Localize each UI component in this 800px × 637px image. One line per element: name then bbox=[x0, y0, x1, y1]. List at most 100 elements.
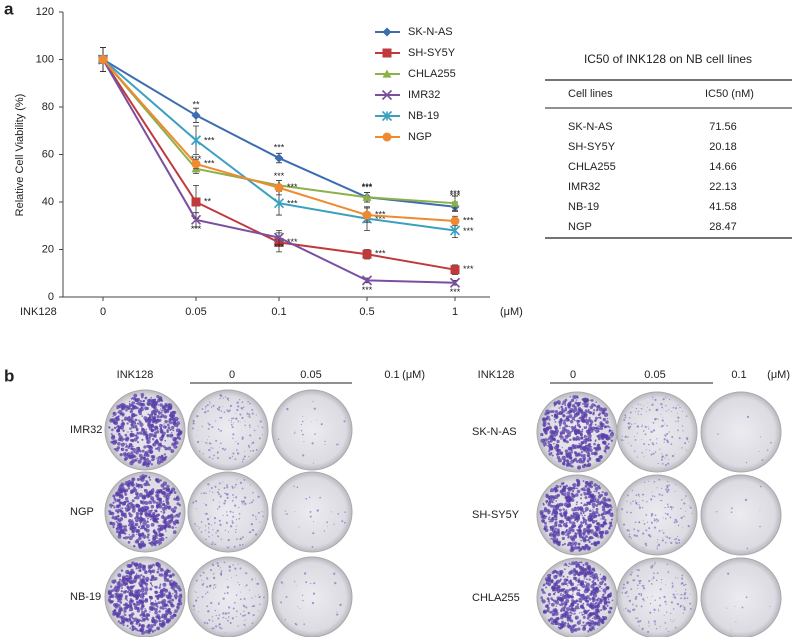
colony bbox=[627, 426, 630, 428]
colony bbox=[140, 410, 142, 413]
colony bbox=[212, 404, 215, 407]
colony bbox=[311, 442, 314, 445]
colony bbox=[759, 485, 762, 488]
colony bbox=[666, 432, 669, 435]
colony bbox=[209, 569, 213, 572]
colony bbox=[226, 496, 229, 499]
colony bbox=[162, 445, 166, 448]
colony bbox=[549, 427, 552, 430]
colony bbox=[583, 492, 587, 496]
colony bbox=[205, 405, 207, 408]
colony bbox=[168, 600, 172, 604]
colony bbox=[556, 585, 561, 591]
colony bbox=[141, 396, 144, 399]
colony bbox=[239, 544, 241, 547]
colony bbox=[122, 617, 124, 620]
colony bbox=[243, 479, 246, 481]
colony bbox=[675, 420, 677, 423]
colony bbox=[161, 506, 166, 511]
colony bbox=[559, 489, 564, 494]
colony bbox=[143, 445, 147, 449]
colony bbox=[146, 439, 151, 444]
significance-label: *** bbox=[191, 224, 202, 234]
colony bbox=[310, 582, 312, 585]
colony bbox=[648, 620, 650, 622]
colony bbox=[621, 435, 623, 437]
colony bbox=[592, 612, 595, 616]
colony bbox=[297, 606, 299, 608]
colony bbox=[659, 448, 661, 450]
colony bbox=[166, 492, 168, 494]
colony bbox=[570, 602, 572, 605]
colony bbox=[148, 437, 151, 440]
colony bbox=[123, 438, 126, 441]
colony bbox=[561, 604, 564, 607]
colony bbox=[599, 534, 604, 539]
marker bbox=[274, 153, 284, 163]
colony bbox=[147, 614, 151, 617]
colony bbox=[259, 603, 261, 606]
colony bbox=[141, 506, 145, 509]
colony bbox=[547, 618, 551, 622]
colony bbox=[137, 596, 140, 599]
colony bbox=[662, 537, 664, 539]
colony bbox=[579, 457, 583, 461]
colony bbox=[657, 418, 659, 420]
colony bbox=[573, 612, 576, 615]
colony bbox=[171, 414, 175, 419]
colony bbox=[320, 423, 323, 426]
colony bbox=[136, 597, 139, 600]
colony bbox=[195, 579, 198, 582]
colony bbox=[154, 536, 156, 538]
colony bbox=[116, 596, 121, 601]
colony bbox=[131, 628, 135, 632]
colony bbox=[586, 529, 591, 534]
colony bbox=[207, 483, 210, 486]
colony bbox=[215, 439, 218, 442]
colony bbox=[121, 507, 124, 510]
colony bbox=[170, 579, 173, 582]
table-cell: IMR32 bbox=[568, 181, 600, 193]
colony bbox=[159, 403, 163, 407]
colony bbox=[146, 436, 149, 440]
colony bbox=[209, 401, 211, 403]
colony bbox=[596, 522, 599, 526]
colony bbox=[144, 520, 147, 522]
colony bbox=[235, 496, 238, 499]
colony bbox=[561, 403, 564, 406]
colony bbox=[284, 510, 286, 512]
colony bbox=[628, 529, 631, 532]
colony bbox=[194, 522, 197, 525]
colony bbox=[248, 589, 251, 591]
colony bbox=[548, 424, 551, 426]
colony bbox=[671, 586, 674, 589]
colony bbox=[631, 407, 633, 408]
colony bbox=[173, 442, 177, 446]
colony bbox=[117, 411, 120, 414]
dose-label: 0.05 bbox=[300, 369, 321, 381]
colony bbox=[580, 539, 582, 542]
colony bbox=[594, 416, 598, 420]
colony bbox=[604, 532, 607, 535]
colony bbox=[592, 579, 595, 582]
colony bbox=[218, 408, 221, 411]
colony bbox=[565, 521, 568, 524]
colony bbox=[638, 506, 642, 509]
colony bbox=[582, 528, 588, 533]
colony bbox=[139, 402, 143, 407]
colony bbox=[220, 430, 223, 432]
colony bbox=[667, 462, 670, 465]
colony bbox=[587, 491, 592, 496]
colony bbox=[553, 530, 557, 534]
colony bbox=[583, 578, 586, 580]
colony bbox=[159, 573, 164, 577]
colony bbox=[745, 596, 748, 599]
colony bbox=[198, 528, 200, 530]
colony bbox=[109, 418, 114, 423]
colony bbox=[666, 513, 669, 516]
colony bbox=[148, 542, 150, 544]
colony bbox=[651, 491, 653, 493]
colony bbox=[658, 493, 661, 496]
colony bbox=[249, 484, 251, 486]
colony bbox=[120, 447, 125, 452]
